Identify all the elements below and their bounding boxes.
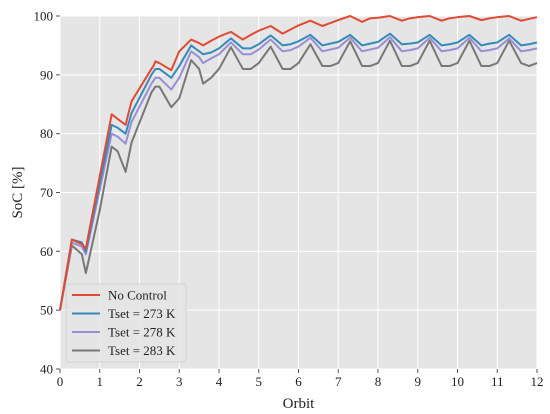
y-tick-label: 80 bbox=[40, 126, 53, 141]
x-tick-label: 0 bbox=[57, 374, 64, 389]
x-tick-label: 4 bbox=[216, 374, 223, 389]
y-tick-label: 90 bbox=[40, 67, 53, 82]
x-tick-label: 10 bbox=[451, 374, 464, 389]
x-tick-label: 8 bbox=[375, 374, 382, 389]
x-axis-ticks: 0 1 2 3 4 5 6 7 8 9 10 11 12 bbox=[57, 369, 544, 389]
x-tick-label: 2 bbox=[136, 374, 143, 389]
legend: No Control Tset = 273 K Tset = 278 K Tset =… bbox=[65, 283, 187, 363]
y-axis-label: SoC [%] bbox=[10, 166, 26, 218]
grid-lines bbox=[59, 15, 538, 370]
legend-box bbox=[65, 283, 187, 363]
x-axis-label: Orbit bbox=[283, 396, 315, 412]
x-tick-label: 6 bbox=[295, 374, 302, 389]
y-tick-label: 40 bbox=[40, 362, 53, 377]
legend-entry: No Control bbox=[108, 288, 167, 303]
x-tick-label: 5 bbox=[256, 374, 263, 389]
x-tick-label: 9 bbox=[415, 374, 422, 389]
y-axis-ticks: 40 50 60 70 80 90 100 bbox=[34, 9, 60, 377]
y-tick-label: 100 bbox=[34, 9, 54, 24]
series-line bbox=[59, 15, 538, 311]
legend-entry: Tset = 283 K bbox=[108, 343, 176, 358]
series-line bbox=[59, 39, 538, 311]
series-layer bbox=[59, 15, 538, 311]
x-tick-label: 11 bbox=[491, 374, 504, 389]
x-tick-label: 1 bbox=[97, 374, 104, 389]
y-tick-label: 70 bbox=[40, 185, 53, 200]
y-tick-label: 50 bbox=[40, 303, 53, 318]
x-tick-label: 3 bbox=[176, 374, 183, 389]
x-tick-label: 12 bbox=[531, 374, 544, 389]
y-tick-label: 60 bbox=[40, 244, 53, 259]
series-line bbox=[59, 36, 538, 311]
x-tick-label: 7 bbox=[335, 374, 342, 389]
legend-entry: Tset = 273 K bbox=[108, 306, 176, 321]
legend-entry: Tset = 278 K bbox=[108, 325, 176, 340]
series-line bbox=[59, 32, 538, 311]
